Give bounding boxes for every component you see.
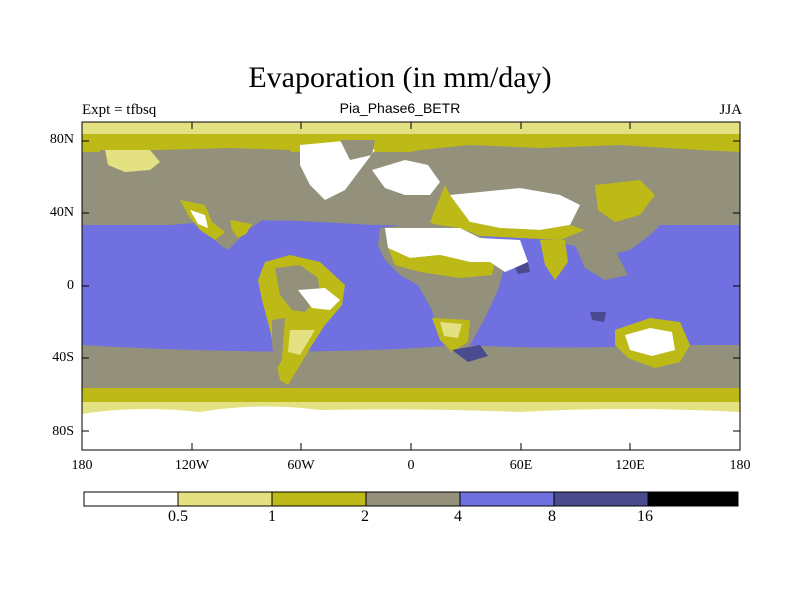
chart-title: Evaporation (in mm/day): [248, 61, 552, 94]
asia-semi-arid: [430, 185, 585, 240]
colorbar-swatch: [647, 491, 739, 507]
arabian-sea-max: [515, 262, 530, 274]
colorbar-label: 1: [268, 508, 276, 525]
colorbar-label: 0.5: [168, 508, 188, 525]
lon-label: 120W: [174, 458, 210, 473]
colorbar-swatch: [459, 491, 555, 507]
gulf-region: [230, 220, 252, 238]
lat-label: 40N: [49, 205, 74, 220]
alaska-dry: [105, 150, 160, 172]
argentina: [288, 330, 315, 355]
sahara: [385, 228, 495, 262]
lon-label: 180: [71, 458, 93, 473]
lat-label: 0: [67, 278, 74, 293]
central-asia-dry: [450, 188, 580, 230]
experiment-label: Expt = tfbsq: [82, 102, 157, 118]
lon-label: 60E: [509, 458, 533, 473]
lon-label: 0: [407, 458, 415, 473]
antarctica-edge: [82, 406, 740, 420]
colorbar-swatch: [271, 491, 367, 507]
southeast-asia: [575, 245, 628, 280]
india: [540, 240, 568, 280]
sahel: [388, 248, 495, 278]
colorbar-label: 4: [454, 508, 462, 525]
season-label: JJA: [719, 102, 742, 118]
arabia: [480, 238, 528, 272]
colorbar-swatch: [83, 491, 179, 507]
indonesia-ocean: [640, 275, 665, 292]
lon-label: 120E: [615, 458, 645, 473]
brazil-dry: [298, 288, 340, 310]
colorbar-label: 16: [637, 508, 653, 525]
andes-west: [272, 318, 285, 370]
australia-dry: [625, 328, 675, 356]
lon-label: 60W: [287, 458, 315, 473]
chart-subtitle: Pia_Phase6_BETR: [339, 100, 461, 116]
lon-label: 180: [729, 458, 751, 473]
colorbar-swatch: [177, 491, 273, 507]
kalahari: [440, 322, 462, 338]
agulhas-max: [452, 345, 488, 362]
greenland-north: [340, 140, 375, 160]
timor-sea-max: [590, 312, 606, 322]
europe-dry-north: [372, 160, 440, 195]
colorbar-swatch: [553, 491, 649, 507]
axis-ticks: [81, 122, 741, 450]
map-panel: [81, 121, 741, 451]
lat-label: 80N: [49, 132, 74, 147]
tropical-ocean-extent: [82, 220, 740, 352]
east-asia: [595, 180, 655, 222]
colorbar-label: 8: [548, 508, 556, 525]
colorbar: [83, 491, 739, 507]
colorbar-label: 2: [361, 508, 369, 525]
lat-label: 40S: [52, 350, 74, 365]
north-america-desert: [190, 210, 208, 228]
lat-label: 80S: [52, 424, 74, 439]
colorbar-swatch: [365, 491, 461, 507]
